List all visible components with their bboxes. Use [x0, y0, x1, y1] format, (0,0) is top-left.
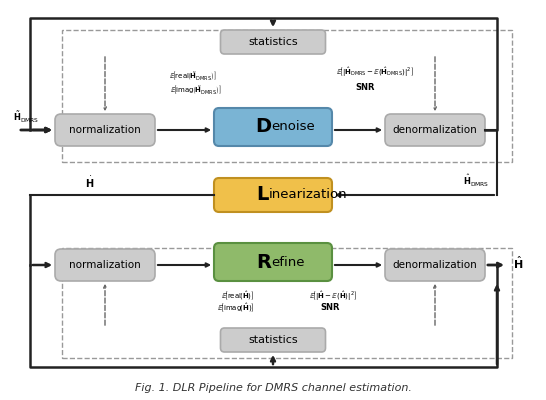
Text: $\mathbb{E}\!\left[\mathrm{real}\!\left(\tilde{\mathbf{H}}_{\mathrm{DMRS}}\right: $\mathbb{E}\!\left[\mathrm{real}\!\left(…: [169, 68, 217, 82]
Text: $\hat{\mathbf{H}}$: $\hat{\mathbf{H}}$: [513, 255, 523, 271]
Text: SNR: SNR: [321, 304, 340, 312]
Text: $\mathbb{E}\!\left[\mathrm{imag}\!\left(\tilde{\mathbf{H}}_{\mathrm{DMRS}}\right: $\mathbb{E}\!\left[\mathrm{imag}\!\left(…: [170, 82, 222, 96]
Text: efine: efine: [271, 256, 305, 268]
FancyBboxPatch shape: [385, 249, 485, 281]
Text: $\mathbb{E}\!\left[|\hat{\mathbf{H}}_{\mathrm{DMRS}}-\mathbb{E}(\hat{\mathbf{H}}: $\mathbb{E}\!\left[|\hat{\mathbf{H}}_{\m…: [336, 65, 414, 79]
FancyBboxPatch shape: [385, 114, 485, 146]
Text: L: L: [257, 186, 269, 204]
FancyBboxPatch shape: [214, 243, 332, 281]
FancyBboxPatch shape: [214, 178, 332, 212]
Text: $\tilde{\mathbf{H}}_{\mathrm{DMRS}}$: $\tilde{\mathbf{H}}_{\mathrm{DMRS}}$: [13, 110, 39, 125]
Text: SNR: SNR: [355, 82, 375, 92]
Bar: [62, 30, 512, 162]
FancyBboxPatch shape: [55, 249, 155, 281]
Text: $\mathbb{E}\!\left[\mathrm{imag}\!\left(\hat{\mathbf{H}}\right)\right]$: $\mathbb{E}\!\left[\mathrm{imag}\!\left(…: [217, 302, 254, 314]
Bar: [62, 248, 512, 358]
FancyBboxPatch shape: [55, 114, 155, 146]
Text: denormalization: denormalization: [393, 260, 477, 270]
Text: $\hat{\mathbf{H}}_{\mathrm{DMRS}}$: $\hat{\mathbf{H}}_{\mathrm{DMRS}}$: [463, 173, 489, 189]
Text: $\mathbb{E}\!\left[\mathrm{real}\!\left(\hat{\mathbf{H}}\right)\right]$: $\mathbb{E}\!\left[\mathrm{real}\!\left(…: [221, 290, 254, 302]
FancyBboxPatch shape: [221, 30, 325, 54]
FancyBboxPatch shape: [214, 108, 332, 146]
Text: $\mathbb{E}\!\left[|\hat{\mathbf{H}}-\mathbb{E}(\hat{\mathbf{H}})|^2\right]$: $\mathbb{E}\!\left[|\hat{\mathbf{H}}-\ma…: [309, 289, 357, 303]
Text: statistics: statistics: [248, 37, 298, 47]
Text: R: R: [256, 252, 271, 272]
Text: inearization: inearization: [269, 188, 348, 202]
Text: $\dot{\mathbf{H}}$: $\dot{\mathbf{H}}$: [85, 175, 94, 190]
Text: D: D: [255, 118, 271, 136]
Text: denormalization: denormalization: [393, 125, 477, 135]
Text: normalization: normalization: [69, 125, 141, 135]
Text: normalization: normalization: [69, 260, 141, 270]
Text: Fig. 1. DLR Pipeline for DMRS channel estimation.: Fig. 1. DLR Pipeline for DMRS channel es…: [134, 383, 412, 393]
Text: enoise: enoise: [271, 120, 314, 134]
Text: statistics: statistics: [248, 335, 298, 345]
FancyBboxPatch shape: [221, 328, 325, 352]
